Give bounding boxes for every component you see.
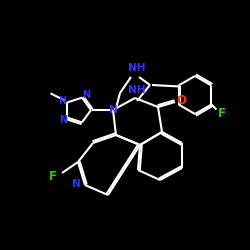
Text: F: F [49,170,57,183]
Text: F: F [218,107,226,120]
Text: N: N [82,90,90,100]
Text: N: N [108,105,118,115]
Text: N: N [72,179,80,189]
Text: O: O [176,94,186,108]
Text: NH: NH [128,63,146,73]
Text: N: N [58,96,66,106]
Text: N: N [60,115,68,125]
Text: NH: NH [128,85,146,95]
